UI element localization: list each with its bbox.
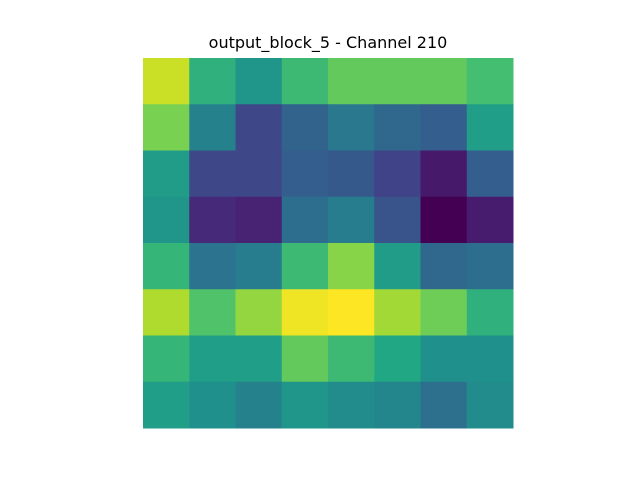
heatmap-cell-r5-c0 (143, 289, 190, 336)
heatmap-cell-r6-c6 (420, 335, 468, 383)
heatmap-cell-r1-c7 (466, 104, 514, 151)
heatmap-cell-r7-c5 (374, 381, 421, 429)
heatmap-cell-r7-c3 (281, 381, 329, 429)
heatmap-cell-r1-c1 (189, 104, 236, 151)
heatmap-cell-r4-c1 (189, 243, 236, 290)
heatmap-cell-r2-c6 (420, 150, 468, 198)
heatmap-cell-r4-c5 (374, 243, 421, 290)
heatmap-cell-r1-c4 (328, 104, 375, 151)
heatmap-cell-r3-c4 (328, 196, 375, 244)
heatmap-cell-r6-c1 (189, 335, 236, 383)
heatmap-cell-r4-c2 (235, 243, 283, 290)
heatmap-cell-r0-c6 (420, 58, 468, 105)
heatmap-cell-r0-c4 (328, 58, 375, 105)
heatmap-cell-r5-c3 (281, 289, 329, 336)
heatmap-cell-r2-c1 (189, 150, 236, 198)
heatmap-cells (143, 58, 514, 429)
heatmap-cell-r1-c5 (374, 104, 421, 151)
heatmap-cell-r3-c3 (281, 196, 329, 244)
heatmap-cell-r0-c3 (281, 58, 329, 105)
heatmap-cell-r0-c2 (235, 58, 283, 105)
heatmap-cell-r4-c0 (143, 243, 190, 290)
heatmap-cell-r7-c2 (235, 381, 283, 429)
heatmap-cell-r3-c1 (189, 196, 236, 244)
heatmap-cell-r6-c7 (466, 335, 514, 383)
heatmap-cell-r6-c2 (235, 335, 283, 383)
heatmap-cell-r0-c1 (189, 58, 236, 105)
heatmap-cell-r3-c0 (143, 196, 190, 244)
heatmap-cell-r2-c2 (235, 150, 283, 198)
heatmap-cell-r1-c2 (235, 104, 283, 151)
heatmap-cell-r4-c6 (420, 243, 468, 290)
heatmap-cell-r3-c7 (466, 196, 514, 244)
heatmap-cell-r5-c4 (328, 289, 375, 336)
heatmap-cell-r6-c4 (328, 335, 375, 383)
heatmap-cell-r3-c5 (374, 196, 421, 244)
heatmap-cell-r1-c6 (420, 104, 468, 151)
heatmap-cell-r4-c4 (328, 243, 375, 290)
heatmap-cell-r5-c2 (235, 289, 283, 336)
heatmap-cell-r5-c5 (374, 289, 421, 336)
heatmap-cell-r7-c4 (328, 381, 375, 429)
heatmap-cell-r2-c5 (374, 150, 421, 198)
heatmap-cell-r6-c5 (374, 335, 421, 383)
heatmap-cell-r7-c0 (143, 381, 190, 429)
heatmap-cell-r2-c0 (143, 150, 190, 198)
heatmap-cell-r4-c7 (466, 243, 514, 290)
heatmap-cell-r3-c6 (420, 196, 468, 244)
heatmap-cell-r0-c5 (374, 58, 421, 105)
heatmap-cell-r5-c1 (189, 289, 236, 336)
chart-title: output_block_5 - Channel 210 (208, 33, 448, 52)
heatmap-cell-r6-c0 (143, 335, 190, 383)
heatmap-cell-r5-c6 (420, 289, 468, 336)
heatmap-cell-r5-c7 (466, 289, 514, 336)
heatmap-cell-r0-c0 (143, 58, 190, 105)
heatmap-cell-r2-c7 (466, 150, 514, 198)
heatmap-cell-r7-c7 (466, 381, 514, 429)
heatmap-cell-r1-c3 (281, 104, 329, 151)
heatmap-cell-r3-c2 (235, 196, 283, 244)
heatmap-cell-r2-c4 (328, 150, 375, 198)
heatmap-cell-r7-c6 (420, 381, 468, 429)
heatmap-cell-r2-c3 (281, 150, 329, 198)
heatmap-cell-r4-c3 (281, 243, 329, 290)
heatmap-cell-r6-c3 (281, 335, 329, 383)
heatmap-cell-r1-c0 (143, 104, 190, 151)
heatmap-cell-r7-c1 (189, 381, 236, 429)
heatmap-cell-r0-c7 (466, 58, 514, 105)
